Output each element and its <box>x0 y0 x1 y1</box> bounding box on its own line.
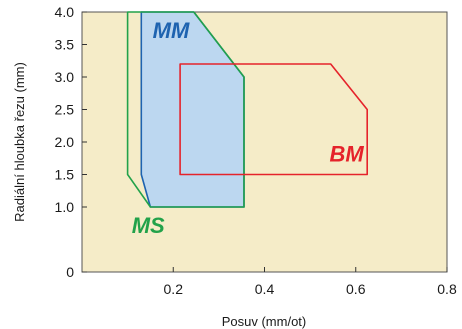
y-axis-title: Radiální hloubka řezu (mm) <box>12 62 27 222</box>
x-axis-title: Posuv (mm/ot) <box>222 314 307 329</box>
region-label-ms: MS <box>132 213 165 238</box>
x-tick-label: 0.6 <box>346 281 366 297</box>
y-tick-label: 3.5 <box>55 37 75 53</box>
region-label-bm: BM <box>329 142 364 167</box>
x-tick-label: 0.4 <box>255 281 275 297</box>
y-tick-label: 1.0 <box>55 199 75 215</box>
x-axis: 0.2 0.4 0.6 0.8 <box>164 267 457 297</box>
y-tick-label: 3.0 <box>55 69 75 85</box>
y-tick-label: 2.0 <box>55 134 75 150</box>
y-tick-label: 4.0 <box>55 4 75 20</box>
x-tick-label: 0.2 <box>164 281 184 297</box>
regions: MM MS BM <box>126 11 369 238</box>
y-tick-label: 0 <box>66 264 74 280</box>
region-bm <box>179 63 369 176</box>
y-tick-label: 2.5 <box>55 102 75 118</box>
y-axis: 0 1.0 1.5 2.0 2.5 3.0 3.5 4.0 <box>55 4 87 280</box>
y-tick-label: 1.5 <box>55 167 75 183</box>
x-tick-label: 0.8 <box>437 281 457 297</box>
region-ms <box>126 11 245 208</box>
region-label-mm: MM <box>153 18 190 43</box>
